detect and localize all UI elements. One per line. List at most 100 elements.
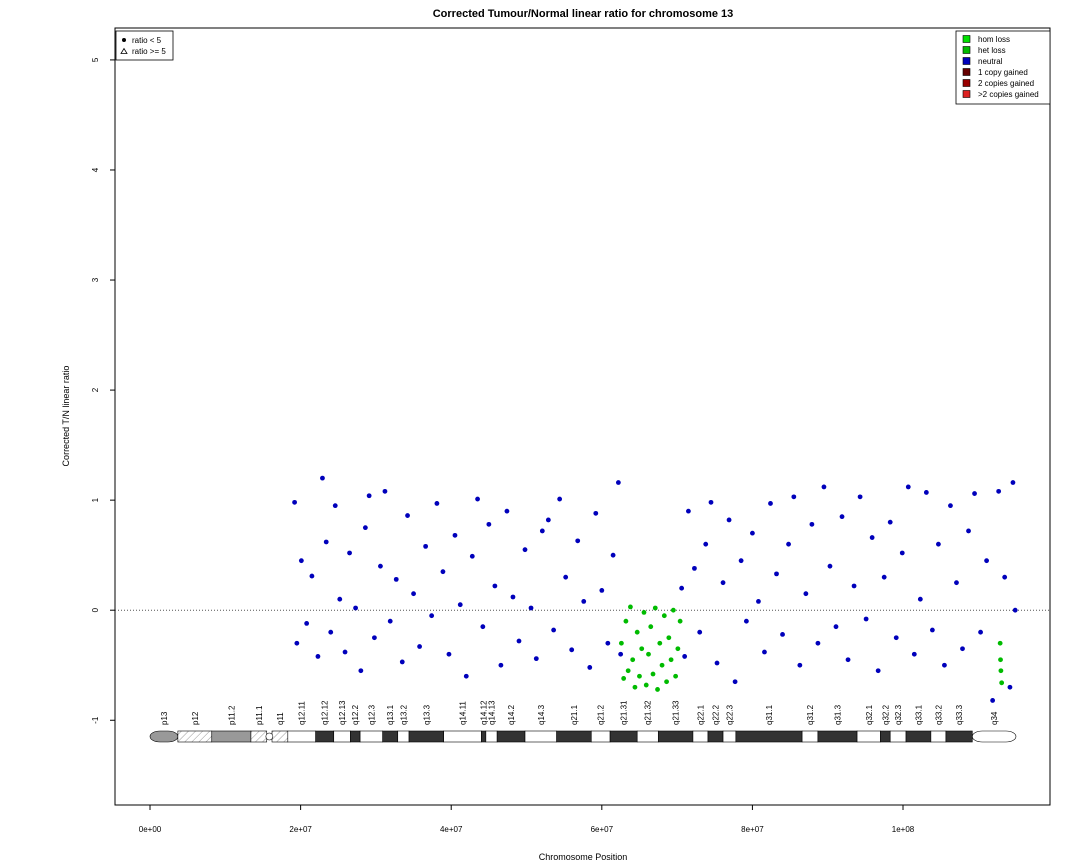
data-point [786, 541, 791, 547]
data-point [954, 580, 959, 586]
data-point [990, 698, 996, 703]
legend-label: 1 copy gained [978, 68, 1028, 77]
data-point [382, 488, 388, 494]
data-point [342, 649, 348, 655]
legend-symbol [120, 47, 128, 54]
data-point [623, 618, 629, 624]
data-point [899, 550, 905, 556]
data-point [666, 635, 672, 641]
data-point [575, 538, 581, 544]
band-label: q21.2 [597, 704, 606, 725]
data-point [714, 660, 720, 666]
data-point [682, 654, 688, 659]
data-point [743, 618, 749, 624]
data-point [372, 635, 377, 641]
y-tick-label: 1 [91, 497, 100, 502]
band-label: q22.2 [712, 704, 721, 725]
data-point [857, 494, 863, 500]
band-label: q32.2 [881, 704, 890, 725]
data-point [641, 610, 647, 615]
data-point [440, 569, 446, 575]
data-point [948, 503, 953, 509]
data-point [774, 571, 779, 577]
y-axis-title: Corrected T/N linear ratio [61, 366, 71, 467]
data-point [917, 596, 923, 602]
data-point [851, 583, 857, 589]
data-point [366, 493, 372, 499]
data-point [839, 514, 845, 520]
data-point [780, 632, 785, 637]
data-point [309, 573, 315, 579]
ideogram-band [382, 730, 399, 743]
band-label: q33.3 [955, 704, 964, 725]
band-label: p11.1 [255, 705, 264, 725]
ideogram-band [250, 730, 268, 743]
y-tick-label: 2 [91, 387, 100, 392]
data-point [533, 656, 539, 662]
band-label: q12.3 [367, 704, 376, 725]
ideogram-band [350, 730, 361, 743]
data-point [677, 618, 683, 624]
y-tick-label: 5 [91, 57, 100, 62]
data-point [960, 646, 965, 652]
data-point [480, 624, 486, 630]
band-label: q21.33 [672, 700, 681, 725]
data-point [504, 508, 510, 514]
data-point [972, 491, 977, 496]
data-point [434, 501, 440, 506]
ideogram-band [945, 730, 973, 743]
y-tick-label: -1 [91, 716, 100, 724]
ideogram-band [905, 730, 932, 743]
band-label: q13.1 [386, 704, 395, 725]
legend-box [955, 30, 1051, 105]
data-point [703, 541, 709, 547]
data-point [809, 521, 815, 527]
band-label: q31.1 [765, 704, 774, 725]
data-point [803, 591, 809, 597]
data-point [399, 659, 405, 665]
data-point [587, 665, 593, 670]
band-label: q14.3 [537, 704, 546, 725]
ideogram-band [443, 730, 482, 743]
plot-frame [114, 27, 1051, 806]
data-point [557, 496, 563, 502]
data-point [893, 635, 899, 641]
legend-swatch [962, 57, 971, 65]
data-point [726, 517, 732, 523]
data-point [1007, 684, 1013, 690]
data-point [628, 604, 633, 610]
data-point [510, 594, 516, 600]
band-label: q14.12 [480, 700, 489, 725]
band-label: p12 [191, 711, 200, 725]
band-label: q13.3 [422, 704, 431, 725]
data-point [463, 673, 469, 679]
data-point [639, 646, 645, 652]
data-point [966, 528, 971, 534]
data-point [670, 607, 676, 613]
ideogram-band [211, 730, 252, 743]
data-point [720, 580, 726, 586]
data-point [1002, 574, 1008, 580]
ideogram-band [590, 730, 611, 743]
data-point [643, 682, 649, 688]
data-point [610, 552, 616, 558]
data-point [332, 503, 338, 509]
data-point [708, 499, 714, 505]
data-point [446, 651, 452, 657]
data-point [516, 638, 522, 644]
data-point [845, 657, 851, 663]
data-point [692, 565, 697, 571]
ideogram-band [880, 730, 891, 743]
band-label: q12.11 [298, 701, 307, 725]
data-point [522, 547, 528, 553]
band-label: q12.12 [321, 700, 330, 725]
data-point [887, 519, 893, 525]
data-point [738, 558, 744, 564]
legend-swatch [962, 79, 971, 87]
data-point [686, 508, 691, 514]
data-point [750, 530, 755, 536]
data-point [304, 621, 310, 626]
band-label: q12.13 [338, 700, 347, 725]
data-point [911, 651, 917, 657]
ideogram-band [657, 730, 694, 743]
